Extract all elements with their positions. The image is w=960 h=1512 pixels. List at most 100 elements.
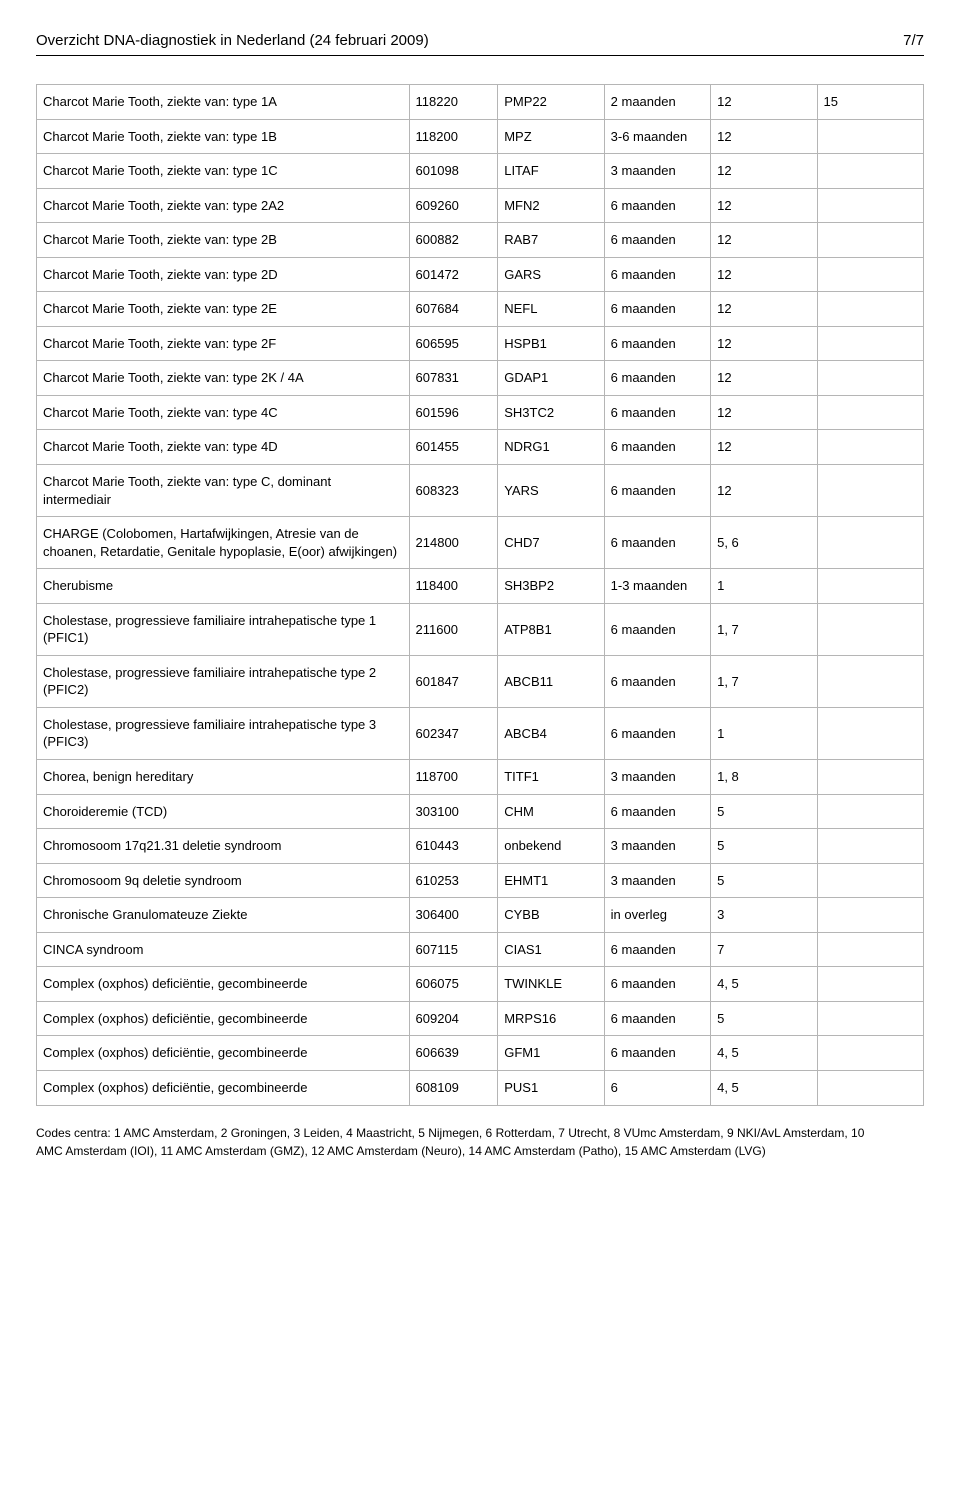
cell-duration: 6 maanden: [604, 1036, 710, 1071]
cell-gene: EHMT1: [498, 863, 604, 898]
cell-name: Complex (oxphos) deficiëntie, gecombinee…: [37, 967, 410, 1002]
cell-name: Complex (oxphos) deficiëntie, gecombinee…: [37, 1070, 410, 1105]
table-row: Charcot Marie Tooth, ziekte van: type 2E…: [37, 292, 924, 327]
cell-omim: 211600: [409, 603, 498, 655]
cell-gene: MPZ: [498, 119, 604, 154]
cell-gene: YARS: [498, 465, 604, 517]
cell-gene: PUS1: [498, 1070, 604, 1105]
cell-gene: PMP22: [498, 85, 604, 120]
cell-extra: [817, 395, 923, 430]
table-row: Complex (oxphos) deficiëntie, gecombinee…: [37, 967, 924, 1002]
cell-omim: 607115: [409, 932, 498, 967]
cell-name: Cholestase, progressieve familiaire intr…: [37, 707, 410, 759]
cell-omim: 601098: [409, 154, 498, 189]
cell-centres: 1, 7: [711, 603, 817, 655]
cell-omim: 608109: [409, 1070, 498, 1105]
cell-gene: RAB7: [498, 223, 604, 258]
cell-name: Chorea, benign hereditary: [37, 760, 410, 795]
cell-omim: 610443: [409, 829, 498, 864]
cell-omim: 610253: [409, 863, 498, 898]
cell-centres: 7: [711, 932, 817, 967]
cell-extra: [817, 326, 923, 361]
cell-duration: 6 maanden: [604, 517, 710, 569]
table-row: Chronische Granulomateuze Ziekte306400CY…: [37, 898, 924, 933]
cell-omim: 214800: [409, 517, 498, 569]
cell-duration: 3-6 maanden: [604, 119, 710, 154]
cell-extra: [817, 1036, 923, 1071]
table-row: Charcot Marie Tooth, ziekte van: type 2B…: [37, 223, 924, 258]
cell-duration: 6 maanden: [604, 465, 710, 517]
cell-extra: [817, 829, 923, 864]
cell-extra: [817, 188, 923, 223]
cell-extra: [817, 655, 923, 707]
cell-duration: 6 maanden: [604, 430, 710, 465]
cell-duration: 6: [604, 1070, 710, 1105]
document-page: Overzicht DNA-diagnostiek in Nederland (…: [0, 0, 960, 1180]
cell-extra: [817, 967, 923, 1002]
table-row: Chorea, benign hereditary118700TITF13 ma…: [37, 760, 924, 795]
cell-gene: NEFL: [498, 292, 604, 327]
cell-centres: 1: [711, 569, 817, 604]
cell-duration: 6 maanden: [604, 967, 710, 1002]
cell-centres: 12: [711, 395, 817, 430]
footer: Codes centra: 1 AMC Amsterdam, 2 Groning…: [36, 1124, 924, 1160]
cell-gene: NDRG1: [498, 430, 604, 465]
cell-extra: [817, 794, 923, 829]
cell-duration: 6 maanden: [604, 707, 710, 759]
cell-centres: 5: [711, 794, 817, 829]
cell-omim: 601455: [409, 430, 498, 465]
cell-omim: 606639: [409, 1036, 498, 1071]
cell-name: Complex (oxphos) deficiëntie, gecombinee…: [37, 1036, 410, 1071]
footer-line-1: Codes centra: 1 AMC Amsterdam, 2 Groning…: [36, 1124, 924, 1142]
cell-extra: [817, 760, 923, 795]
cell-omim: 606075: [409, 967, 498, 1002]
cell-name: Charcot Marie Tooth, ziekte van: type 4C: [37, 395, 410, 430]
cell-duration: 1-3 maanden: [604, 569, 710, 604]
cell-name: Charcot Marie Tooth, ziekte van: type 2D: [37, 257, 410, 292]
cell-omim: 118700: [409, 760, 498, 795]
cell-centres: 4, 5: [711, 1036, 817, 1071]
table-row: Choroideremie (TCD)303100CHM6 maanden5: [37, 794, 924, 829]
cell-centres: 12: [711, 292, 817, 327]
cell-omim: 303100: [409, 794, 498, 829]
cell-centres: 12: [711, 85, 817, 120]
cell-gene: TITF1: [498, 760, 604, 795]
cell-centres: 12: [711, 188, 817, 223]
table-row: Charcot Marie Tooth, ziekte van: type 1B…: [37, 119, 924, 154]
cell-omim: 602347: [409, 707, 498, 759]
cell-gene: SH3BP2: [498, 569, 604, 604]
cell-omim: 118400: [409, 569, 498, 604]
cell-omim: 608323: [409, 465, 498, 517]
cell-omim: 607831: [409, 361, 498, 396]
table-row: Chromosoom 17q21.31 deletie syndroom6104…: [37, 829, 924, 864]
cell-name: Charcot Marie Tooth, ziekte van: type 2E: [37, 292, 410, 327]
table-row: Charcot Marie Tooth, ziekte van: type C,…: [37, 465, 924, 517]
cell-name: Charcot Marie Tooth, ziekte van: type 2K…: [37, 361, 410, 396]
cell-centres: 12: [711, 257, 817, 292]
cell-centres: 12: [711, 430, 817, 465]
cell-gene: onbekend: [498, 829, 604, 864]
cell-duration: 3 maanden: [604, 863, 710, 898]
cell-duration: 6 maanden: [604, 326, 710, 361]
cell-duration: 6 maanden: [604, 603, 710, 655]
cell-gene: MRPS16: [498, 1001, 604, 1036]
cell-omim: 601596: [409, 395, 498, 430]
table-row: Cholestase, progressieve familiaire intr…: [37, 655, 924, 707]
cell-name: Charcot Marie Tooth, ziekte van: type 2B: [37, 223, 410, 258]
cell-centres: 4, 5: [711, 967, 817, 1002]
cell-duration: 6 maanden: [604, 223, 710, 258]
table-row: Chromosoom 9q deletie syndroom610253EHMT…: [37, 863, 924, 898]
cell-omim: 609260: [409, 188, 498, 223]
cell-extra: [817, 257, 923, 292]
cell-gene: TWINKLE: [498, 967, 604, 1002]
table-row: CHARGE (Colobomen, Hartafwijkingen, Atre…: [37, 517, 924, 569]
cell-omim: 306400: [409, 898, 498, 933]
table-row: Charcot Marie Tooth, ziekte van: type 1A…: [37, 85, 924, 120]
table-row: Charcot Marie Tooth, ziekte van: type 2A…: [37, 188, 924, 223]
header-page-number: 7/7: [903, 32, 924, 49]
cell-gene: GDAP1: [498, 361, 604, 396]
cell-extra: [817, 1070, 923, 1105]
cell-extra: [817, 603, 923, 655]
cell-centres: 5: [711, 863, 817, 898]
table-row: Complex (oxphos) deficiëntie, gecombinee…: [37, 1070, 924, 1105]
